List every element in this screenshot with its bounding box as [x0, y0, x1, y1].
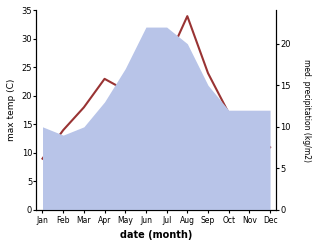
Y-axis label: max temp (C): max temp (C): [7, 79, 16, 141]
X-axis label: date (month): date (month): [120, 230, 192, 240]
Y-axis label: med. precipitation (kg/m2): med. precipitation (kg/m2): [302, 59, 311, 162]
